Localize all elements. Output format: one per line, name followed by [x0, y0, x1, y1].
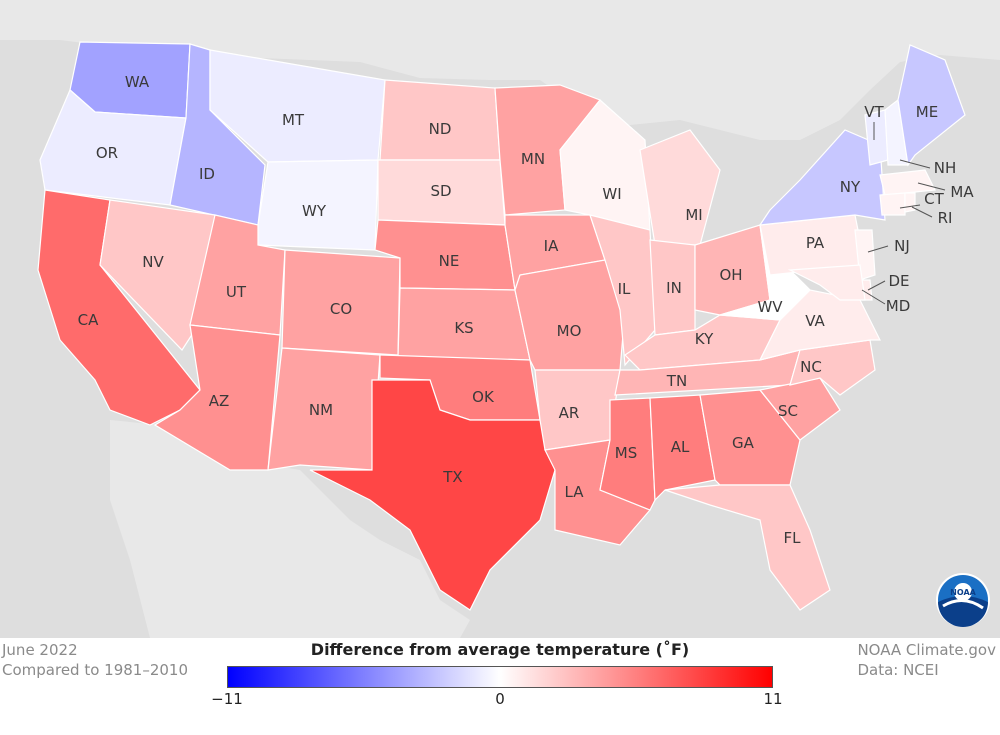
legend-tick-mid: 0 — [495, 690, 505, 708]
state-label-mo: MO — [557, 322, 582, 340]
state-label-me: ME — [916, 103, 938, 121]
state-label-in: IN — [666, 279, 682, 297]
legend-tick-max: 11 — [763, 690, 783, 708]
state-label-ut: UT — [226, 283, 247, 301]
state-label-nm: NM — [309, 401, 333, 419]
data-credit: Data: NCEI — [857, 661, 939, 679]
state-label-de: DE — [888, 272, 909, 290]
state-label-md: MD — [886, 297, 911, 315]
state-md — [787, 264, 866, 301]
state-al — [649, 394, 716, 502]
state-mi — [639, 129, 721, 246]
temperature-anomaly-map: WA OR CA ID NV MT WY UT AZ CO NM ND SD NE KS OK TX MN IA MO… — [0, 0, 1000, 638]
state-label-nc: NC — [800, 358, 822, 376]
state-label-tn: TN — [666, 372, 687, 390]
state-label-az: AZ — [209, 392, 230, 410]
state-mo — [514, 259, 626, 371]
state-label-or: OR — [96, 144, 118, 162]
state-label-mi: MI — [685, 206, 702, 224]
legend-title: Difference from average temperature (˚F) — [310, 640, 690, 659]
state-label-wv: WV — [757, 298, 783, 316]
state-wy — [257, 159, 379, 251]
state-label-pa: PA — [806, 234, 825, 252]
state-label-va: VA — [805, 312, 825, 330]
state-label-ma: MA — [950, 183, 974, 201]
baseline-period: Compared to 1981–2010 — [2, 661, 189, 679]
state-label-ny: NY — [840, 178, 861, 196]
noaa-logo-icon: NOAA — [936, 573, 990, 627]
state-label-ia: IA — [544, 237, 559, 255]
footer-right: NOAA Climate.gov Data: NCEI — [857, 640, 996, 680]
leader-line-ma — [917, 182, 946, 191]
footer-left: June 2022 Compared to 1981–2010 — [2, 640, 188, 680]
state-ri — [904, 192, 916, 213]
state-label-tx: TX — [442, 468, 462, 486]
state-label-ar: AR — [559, 404, 580, 422]
state-label-sd: SD — [430, 182, 451, 200]
state-label-ct: CT — [924, 190, 944, 208]
state-tx — [309, 379, 556, 611]
state-label-nj: NJ — [894, 237, 910, 255]
state-label-ri: RI — [938, 209, 953, 227]
state-label-mn: MN — [521, 150, 545, 168]
state-il — [589, 214, 656, 367]
state-label-oh: OH — [719, 266, 742, 284]
leader-lines-layer — [861, 122, 946, 305]
state-label-sc: SC — [778, 402, 798, 420]
state-nv — [99, 199, 216, 351]
state-label-ks: KS — [454, 319, 473, 337]
state-label-mt: MT — [282, 111, 305, 129]
state-label-wa: WA — [125, 73, 150, 91]
map-footer: June 2022 Compared to 1981–2010 Differen… — [0, 638, 1000, 735]
leader-line-md — [861, 289, 886, 305]
state-fl — [664, 484, 831, 611]
state-az — [153, 324, 281, 471]
leader-line-nj — [867, 245, 889, 253]
state-label-ky: KY — [695, 330, 714, 348]
canada-landmass — [0, 0, 1000, 140]
leader-line-de — [867, 280, 886, 291]
state-label-ne: NE — [439, 252, 460, 270]
color-scale-bar — [227, 666, 773, 688]
state-label-nv: NV — [142, 253, 164, 271]
state-nm — [267, 347, 381, 471]
state-label-id: ID — [199, 165, 215, 183]
state-ct — [879, 192, 906, 216]
leader-line-nh — [899, 159, 931, 169]
states-layer — [37, 41, 966, 611]
leader-line-ct — [899, 204, 921, 209]
state-me — [897, 44, 966, 167]
state-label-wy: WY — [302, 202, 327, 220]
leader-line-ri — [911, 206, 933, 218]
state-label-wi: WI — [602, 185, 621, 203]
state-label-nd: ND — [429, 120, 452, 138]
legend-tick-min: −11 — [211, 690, 243, 708]
map-date: June 2022 — [2, 641, 78, 659]
source-credit: NOAA Climate.gov — [857, 641, 996, 659]
logo-text: NOAA — [950, 588, 976, 597]
state-label-il: IL — [618, 280, 631, 298]
state-label-ga: GA — [732, 434, 755, 452]
state-label-vt: VT — [864, 103, 884, 121]
state-label-al: AL — [671, 438, 690, 456]
state-label-ms: MS — [615, 444, 637, 462]
state-label-la: LA — [565, 483, 585, 501]
state-label-co: CO — [330, 300, 352, 318]
state-labels-layer: WA OR CA ID NV MT WY UT AZ CO NM ND SD NE KS OK TX MN IA MO… — [78, 73, 975, 547]
mexico-landmass — [110, 420, 470, 638]
state-label-ca: CA — [78, 311, 99, 329]
state-label-ok: OK — [472, 388, 495, 406]
state-label-fl: FL — [784, 529, 802, 547]
state-label-nh: NH — [934, 159, 957, 177]
state-ma — [879, 169, 936, 196]
